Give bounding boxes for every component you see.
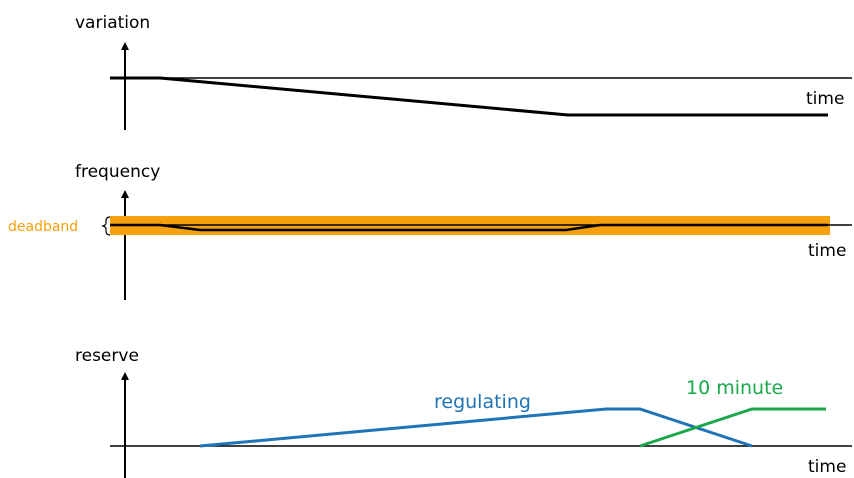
regulating-series-label: regulating [434, 391, 531, 413]
variation-axis-label: variation [75, 13, 150, 33]
frequency-axis-label: frequency [75, 162, 160, 182]
reserve-panel: reserve time regulating 10 minute [75, 346, 852, 478]
frequency-curve [110, 223, 828, 232]
variation-y-arrow-icon [121, 42, 129, 50]
deadband-brace [101, 216, 111, 236]
ten-minute-series-label: 10 minute [686, 377, 783, 399]
deadband-label: deadband [8, 219, 78, 235]
ten-minute-series-line [639, 407, 826, 448]
frequency-y-arrow-icon [121, 190, 129, 198]
regulating-series-line [199, 407, 753, 448]
reserve-time-label: time [808, 457, 846, 477]
variation-panel: variation time [75, 13, 852, 130]
frequency-time-label: time [808, 241, 846, 261]
reserve-y-arrow-icon [121, 372, 129, 380]
variation-curve [110, 76, 828, 117]
frequency-panel: frequency time deadband [8, 162, 852, 300]
reserve-axis-label: reserve [75, 346, 139, 366]
variation-time-label: time [806, 89, 844, 109]
